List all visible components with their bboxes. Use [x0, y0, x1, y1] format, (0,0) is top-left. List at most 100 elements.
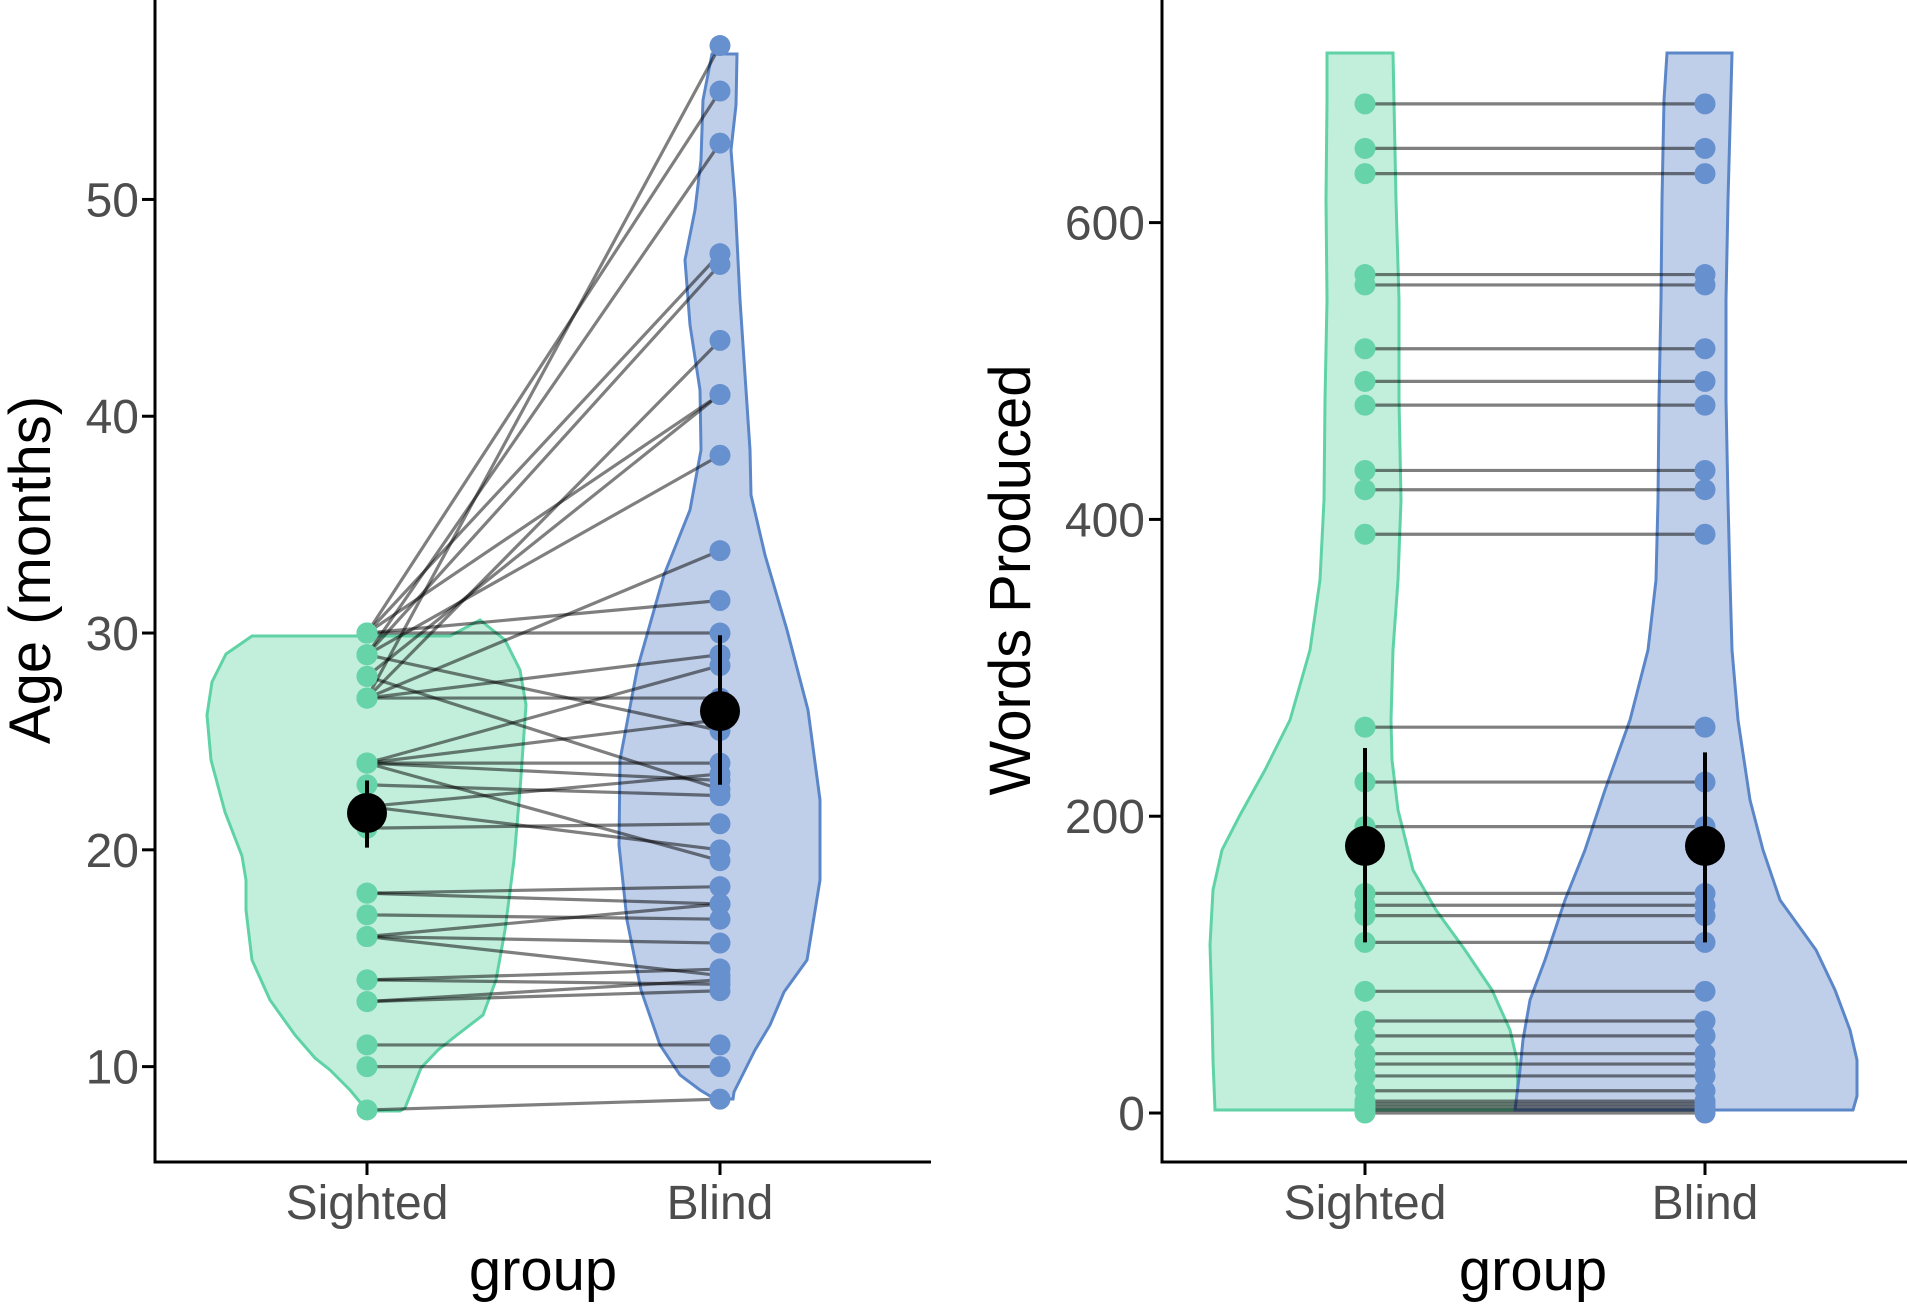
- age-pair-line: [366, 989, 721, 1004]
- sighted-words-violin: [1208, 51, 1520, 1112]
- age-sighted-point: [356, 969, 378, 991]
- age-sighted-point: [356, 991, 378, 1013]
- age-sighted-point: [356, 926, 378, 948]
- words-x-tick-label-blind: Blind: [1652, 1177, 1759, 1230]
- age-blind-point: [709, 622, 731, 644]
- words-sighted-point: [1354, 137, 1376, 159]
- age-blind-point: [709, 132, 731, 154]
- age-sighted-point: [356, 1034, 378, 1056]
- age-pair-line: [366, 804, 721, 852]
- age-sighted-point: [356, 665, 378, 687]
- blind-age-violin: [617, 52, 822, 1101]
- words-blind-point: [1694, 137, 1716, 159]
- age-blind-point: [709, 243, 731, 265]
- words-y-axis-ticks: 0 200 400 600: [1065, 198, 1162, 1141]
- words-blind-point: [1694, 523, 1716, 545]
- age-sighted-point: [356, 687, 378, 709]
- words-blind-point: [1694, 1043, 1716, 1065]
- words-points: [1354, 93, 1716, 1124]
- age-pair-line: [366, 891, 721, 906]
- words-blind-point: [1694, 163, 1716, 185]
- age-blind-point: [709, 908, 731, 930]
- age-y-tick-label: 40: [86, 391, 139, 444]
- words-sighted-point: [1354, 394, 1376, 416]
- age-blind-point: [709, 384, 731, 406]
- words-sighted-point: [1354, 93, 1376, 115]
- words-blind-point: [1694, 264, 1716, 286]
- words-sighted-point: [1354, 264, 1376, 286]
- words-panel: 0 200 400 600 Sighted Blind group Words Prod…: [978, 0, 1907, 1303]
- age-blind-point: [709, 932, 731, 954]
- age-x-tick-label-blind: Blind: [667, 1177, 774, 1230]
- words-blind-point: [1694, 479, 1716, 501]
- words-y-tick-label: 200: [1065, 791, 1145, 844]
- age-pair-line: [366, 549, 721, 700]
- words-blind-point: [1694, 370, 1716, 392]
- words-x-tick-label-sighted: Sighted: [1284, 1177, 1447, 1230]
- words-y-axis-title: Words Produced: [978, 365, 1043, 796]
- age-pair-line: [366, 393, 721, 678]
- age-y-tick-label: 30: [86, 608, 139, 661]
- age-pair-line: [366, 822, 721, 830]
- age-summary: [347, 635, 740, 848]
- words-sighted-point: [1354, 338, 1376, 360]
- age-pair-line: [366, 902, 721, 939]
- words-sighted-point: [1354, 370, 1376, 392]
- age-pair-line: [365, 339, 722, 700]
- age-blind-point: [709, 444, 731, 466]
- age-pair-line: [366, 664, 721, 765]
- age-blind-point: [709, 813, 731, 835]
- words-sighted-point: [1354, 980, 1376, 1002]
- words-blind-point: [1694, 338, 1716, 360]
- age-pair-line: [366, 978, 721, 986]
- words-x-axis-ticks: Sighted Blind: [1284, 1162, 1759, 1230]
- age-pair-line: [366, 761, 721, 783]
- age-y-tick-label: 10: [86, 1042, 139, 1095]
- words-sighted-point: [1354, 1025, 1376, 1047]
- age-pair-line: [366, 761, 721, 863]
- words-sighted-point: [1354, 1043, 1376, 1065]
- age-sighted-point: [356, 622, 378, 644]
- age-blind-point: [709, 1034, 731, 1056]
- words-y-tick-label: 0: [1118, 1088, 1145, 1141]
- words-axes: [1160, 0, 1907, 1164]
- age-pair-line: [366, 885, 721, 895]
- age-x-axis-ticks: Sighted Blind: [286, 1162, 774, 1230]
- age-pair-line: [366, 393, 721, 635]
- words-sighted-point: [1354, 163, 1376, 185]
- words-sighted-point: [1354, 523, 1376, 545]
- words-sighted-point: [1354, 459, 1376, 481]
- words-blind-point: [1694, 716, 1716, 738]
- age-blind-point: [709, 850, 731, 872]
- age-pair-line: [366, 934, 721, 945]
- age-y-axis-title: Age (months): [0, 396, 63, 744]
- age-blind-point: [709, 1088, 731, 1110]
- age-x-axis-title: group: [469, 1238, 617, 1303]
- age-pair-line: [366, 653, 721, 733]
- words-pair-lines: [1365, 102, 1705, 1115]
- age-pair-line: [366, 674, 721, 791]
- age-pair-line: [366, 934, 721, 978]
- age-sighted-mean-point: [347, 792, 387, 833]
- age-blind-point: [709, 893, 731, 915]
- age-blind-point: [709, 778, 731, 800]
- words-sighted-point: [1354, 1010, 1376, 1032]
- words-x-axis-title: group: [1459, 1238, 1607, 1303]
- age-blind-point: [709, 590, 731, 612]
- words-sighted-point: [1354, 1080, 1376, 1102]
- age-panel: 10 20 30 40 50 Sighted Blind group Age (month…: [0, 0, 931, 1303]
- age-pair-line: [366, 913, 721, 921]
- age-blind-point: [709, 540, 731, 562]
- age-sighted-point: [356, 1099, 378, 1121]
- age-y-axis-ticks: 10 20 30 40 50: [86, 174, 155, 1095]
- age-blind-point: [709, 80, 731, 102]
- age-sighted-point: [356, 882, 378, 904]
- age-pair-line: [366, 453, 721, 657]
- age-blind-point: [709, 1056, 731, 1078]
- age-blind-point: [709, 329, 731, 351]
- age-y-tick-label: 20: [86, 825, 139, 878]
- age-blind-point: [709, 965, 731, 987]
- words-y-tick-label: 600: [1065, 198, 1145, 251]
- age-axes: [153, 0, 931, 1164]
